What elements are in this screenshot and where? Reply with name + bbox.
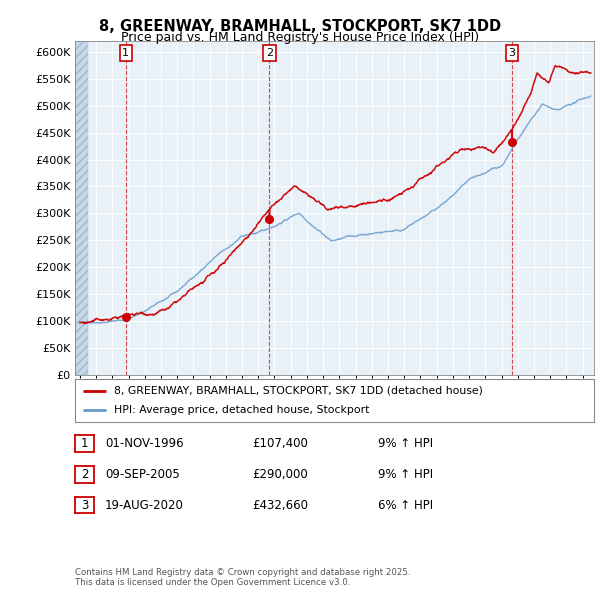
Text: 01-NOV-1996: 01-NOV-1996 bbox=[105, 437, 184, 450]
Text: 9% ↑ HPI: 9% ↑ HPI bbox=[378, 437, 433, 450]
Text: 1: 1 bbox=[122, 48, 130, 58]
Text: £432,660: £432,660 bbox=[252, 499, 308, 512]
Text: Price paid vs. HM Land Registry's House Price Index (HPI): Price paid vs. HM Land Registry's House … bbox=[121, 31, 479, 44]
Text: 3: 3 bbox=[81, 499, 88, 512]
Text: 3: 3 bbox=[508, 48, 515, 58]
Text: 09-SEP-2005: 09-SEP-2005 bbox=[105, 468, 180, 481]
Text: 8, GREENWAY, BRAMHALL, STOCKPORT, SK7 1DD: 8, GREENWAY, BRAMHALL, STOCKPORT, SK7 1D… bbox=[99, 19, 501, 34]
Text: £290,000: £290,000 bbox=[252, 468, 308, 481]
Text: Contains HM Land Registry data © Crown copyright and database right 2025.
This d: Contains HM Land Registry data © Crown c… bbox=[75, 568, 410, 587]
Text: 19-AUG-2020: 19-AUG-2020 bbox=[105, 499, 184, 512]
Text: 2: 2 bbox=[266, 48, 273, 58]
Text: HPI: Average price, detached house, Stockport: HPI: Average price, detached house, Stoc… bbox=[114, 405, 370, 415]
Text: 6% ↑ HPI: 6% ↑ HPI bbox=[378, 499, 433, 512]
Text: 8, GREENWAY, BRAMHALL, STOCKPORT, SK7 1DD (detached house): 8, GREENWAY, BRAMHALL, STOCKPORT, SK7 1D… bbox=[114, 386, 483, 396]
Text: 2: 2 bbox=[81, 468, 88, 481]
Text: £107,400: £107,400 bbox=[252, 437, 308, 450]
Text: 1: 1 bbox=[81, 437, 88, 450]
Text: 9% ↑ HPI: 9% ↑ HPI bbox=[378, 468, 433, 481]
